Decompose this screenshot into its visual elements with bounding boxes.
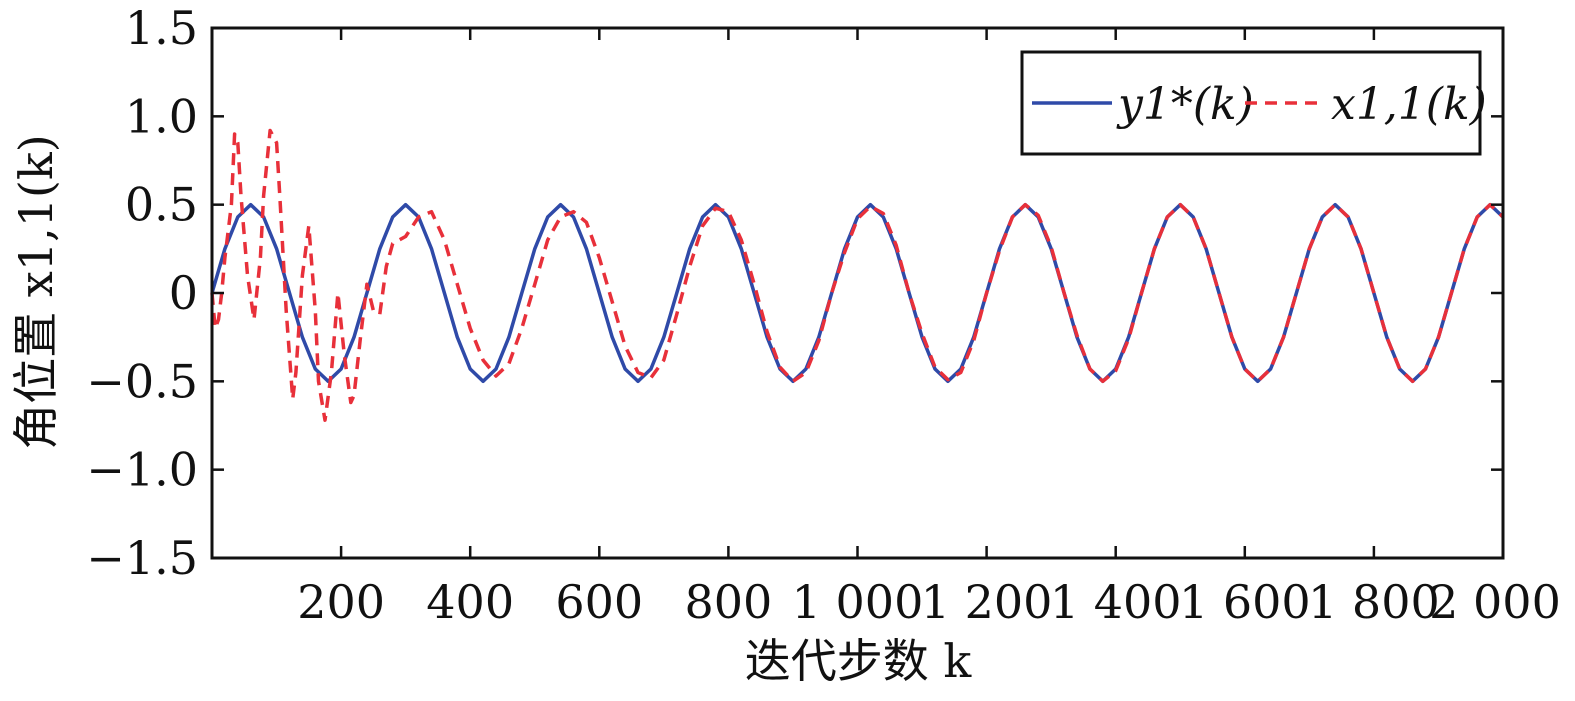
y-tick-label: −1.5 — [86, 531, 198, 585]
x-tick-label: 1 000 — [792, 575, 924, 629]
x-tick-label: 200 — [297, 575, 385, 629]
x-tick-label: 1 200 — [921, 575, 1053, 629]
x-tick-label: 400 — [426, 575, 514, 629]
y-axis-label: 角位置 x1,1(k) — [9, 134, 63, 450]
y-tick-label: −1.0 — [86, 443, 198, 497]
y-tick-label: 1.5 — [125, 1, 198, 55]
plot-frame — [210, 26, 1505, 560]
x-tick-label: 600 — [555, 575, 643, 629]
legend-label-2: x1,1(k) — [1331, 79, 1487, 130]
series-line-1 — [210, 202, 1505, 384]
x-tick-label: 800 — [684, 575, 772, 629]
legend-label-1: y1*(k) — [1116, 79, 1254, 130]
x-tick-label: 1 400 — [1050, 575, 1182, 629]
x-tick-label: 1 600 — [1179, 575, 1311, 629]
y-tick-label: −0.5 — [86, 354, 198, 408]
y-tick-label: 0.5 — [125, 178, 198, 232]
y-tick-label: 0 — [169, 266, 198, 320]
y-axis-label-group: 角位置 x1,1(k) — [9, 134, 63, 450]
x-tick-label: 1 800 — [1308, 575, 1440, 629]
x-tick-label: 2 000 — [1429, 575, 1561, 629]
legend: y1*(k) x1,1(k) — [1020, 50, 1487, 156]
plot-series — [210, 128, 1505, 422]
axis-ticks — [212, 26, 1505, 560]
y-tick-label: 1.0 — [125, 89, 198, 143]
series-line-2 — [210, 128, 1505, 422]
x-axis-label: 迭代步数 k — [745, 634, 973, 688]
